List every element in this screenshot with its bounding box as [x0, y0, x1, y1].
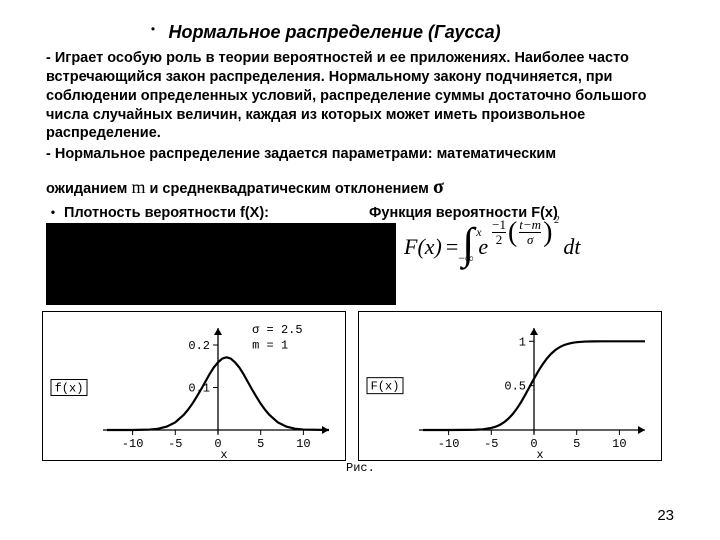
svg-text:-5: -5 — [168, 437, 182, 451]
formula-eq: = — [446, 234, 458, 260]
paragraph-1: - Играет особую роль в теории вероятност… — [46, 49, 674, 143]
paragraph-2a: - Нормальное распределение задается пара… — [46, 145, 674, 164]
svg-text:-10: -10 — [122, 437, 144, 451]
bullet-icon: • — [46, 205, 60, 219]
svg-text:f(x): f(x) — [55, 382, 84, 396]
formula-lhs: F(x) — [404, 234, 442, 260]
svg-text:F(x): F(x) — [371, 380, 400, 394]
svg-text:10: 10 — [612, 437, 626, 451]
square-exp: 2 — [554, 215, 559, 226]
neg-half-frac: −1 2 — [492, 218, 506, 246]
svg-text:-5: -5 — [484, 437, 498, 451]
subheading-row: • Плотность вероятности f(X): Функция ве… — [46, 205, 674, 221]
svg-text:-10: -10 — [438, 437, 460, 451]
tm-sigma-frac: t−m σ — [519, 218, 541, 246]
int-lower: −∞ — [458, 251, 473, 266]
title-row: • Нормальное распределение (Гаусса) — [46, 22, 674, 43]
var-sigma: σ — [433, 176, 444, 198]
svg-text:5: 5 — [573, 437, 580, 451]
pdf-chart: -10-50510x0.10.2f(x)σ = 2.5m = 1 — [42, 311, 346, 461]
formula-row: F(x) = x ∫ −∞ e −1 2 ( t−m — [46, 223, 674, 305]
var-m: m — [131, 177, 145, 197]
p2b-pre: ожиданием — [46, 181, 131, 197]
page-title: Нормальное распределение (Гаусса) — [168, 22, 500, 43]
redacted-block — [46, 223, 396, 305]
svg-text:0.2: 0.2 — [188, 339, 210, 353]
figure-caption: Рис. — [346, 461, 674, 475]
formula-exponent: −1 2 ( t−m σ ) 2 — [492, 218, 559, 246]
svg-text:0.5: 0.5 — [504, 380, 526, 394]
svg-text:x: x — [220, 448, 227, 458]
paragraph-2b: ожиданием m и среднеквадратическим откло… — [46, 176, 674, 199]
subhead-pdf: Плотность вероятности f(X): — [64, 205, 269, 221]
integral-icon: x ∫ −∞ — [462, 229, 474, 264]
cdf-formula: F(x) = x ∫ −∞ e −1 2 ( t−m — [404, 229, 581, 264]
formula-dt: dt — [563, 234, 580, 260]
svg-text:m = 1: m = 1 — [252, 338, 288, 352]
cdf-chart: -10-50510x0.51F(x) — [358, 311, 662, 461]
page-number: 23 — [657, 507, 674, 524]
svg-text:x: x — [536, 448, 543, 458]
svg-text:10: 10 — [296, 437, 310, 451]
svg-text:5: 5 — [257, 437, 264, 451]
svg-text:σ = 2.5: σ = 2.5 — [252, 323, 302, 337]
int-upper: x — [476, 225, 481, 240]
bullet-icon: • — [146, 22, 160, 36]
p2b-mid: и среднеквадратическим отклонением — [145, 181, 432, 197]
charts-row: -10-50510x0.10.2f(x)σ = 2.5m = 1 -10-505… — [42, 311, 674, 461]
svg-text:1: 1 — [519, 335, 526, 349]
